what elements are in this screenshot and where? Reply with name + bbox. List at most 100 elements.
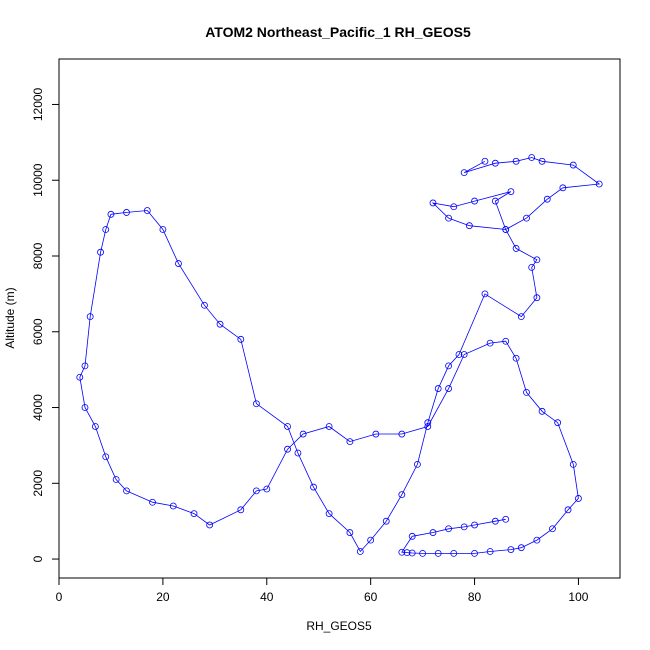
data-point [252,487,260,495]
data-point [486,339,494,347]
x-tick-label: 100 [568,590,588,604]
data-point [382,517,390,525]
data-point [502,226,510,233]
data-point [502,337,510,345]
data-point [491,197,499,205]
chart-title: ATOM2 Northeast_Pacific_1 RH_GEOS5 [205,24,471,40]
data-point [538,407,546,415]
data-point [429,529,437,536]
data-point [445,362,452,370]
data-point [159,226,167,233]
data-point [533,256,541,264]
data-point [149,498,156,506]
data-point [112,476,120,483]
data-point [252,400,260,408]
data-point [81,362,89,370]
data-point [465,222,473,230]
data-point [575,495,582,502]
data-point [403,549,411,557]
series-line [79,157,601,554]
data-point [455,351,463,358]
data-point [102,226,110,233]
data-point [569,460,577,468]
data-point [107,210,115,218]
data-point [460,169,468,177]
data-point [424,423,432,430]
x-axis-label: RH_GEOS5 [306,619,372,633]
x-tick-label: 60 [364,590,378,604]
data-point [481,157,489,165]
data-point [533,536,541,544]
data-point [507,546,515,553]
data-point [398,548,406,556]
data-point [299,430,307,438]
data-point [414,460,421,468]
data-point [569,161,577,169]
data-point [538,157,546,165]
data-point [346,529,354,536]
data-point [460,523,468,531]
data-point [91,423,99,430]
y-axis: 0 2000 4000 6000 8000 10000 12000 [31,87,60,562]
data-point [97,248,104,256]
plot-area-border [58,58,621,579]
data-point [398,430,406,438]
data-point [310,483,317,491]
y-axis-label: Altitude (m) [3,287,17,348]
y-tick-label: 10000 [31,163,45,197]
data-point [434,549,442,557]
data-point [450,203,458,211]
data-point [523,214,530,222]
y-tick-label: 4000 [31,394,45,421]
data-point [408,532,416,540]
data-point [367,536,375,544]
data-point [486,548,494,555]
data-point [201,301,208,309]
data-point [398,491,406,499]
y-tick-label: 0 [31,555,45,562]
data-point [190,510,198,517]
data-point [491,159,499,167]
data-point [549,525,556,533]
data-point [595,180,603,188]
data-point [76,373,84,381]
data-point [175,260,182,267]
data-point [543,195,551,203]
data-point [460,351,468,358]
data-point [86,313,94,321]
data-point [523,388,530,396]
data-point [424,419,432,427]
data-point [471,197,478,205]
data-point [325,510,333,517]
data-point [491,517,499,525]
data-point [564,506,572,514]
data-point [123,487,130,495]
x-tick-label: 40 [260,590,274,604]
y-tick-label: 12000 [31,87,45,121]
data-point [445,385,452,392]
data-point [450,549,458,557]
data-point [408,549,416,557]
data-point [372,430,380,438]
data-point [123,209,130,216]
x-tick-label: 20 [156,590,170,604]
data-point [507,188,515,195]
data-point [294,449,302,457]
data-point [528,263,536,271]
data-point [434,385,442,392]
x-tick-label: 0 [56,590,63,604]
data-point [471,521,478,529]
data-point [528,154,536,161]
data-point [356,548,364,555]
y-tick-label: 6000 [31,318,45,345]
data-point [169,502,177,510]
data-point [346,438,354,446]
data-point [533,294,541,302]
data-point [284,445,291,453]
data-point [429,199,437,207]
data-point [481,290,489,298]
data-point [554,419,562,427]
data-point [512,157,520,165]
data-point [102,453,110,461]
